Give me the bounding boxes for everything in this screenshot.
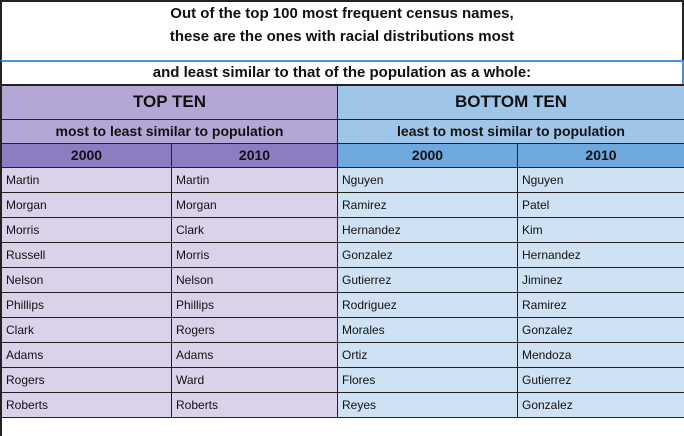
top-2010-name-cell[interactable]: Morris bbox=[172, 243, 338, 268]
top-2000-name-cell[interactable]: Roberts bbox=[2, 393, 172, 418]
top-2000-name-cell[interactable]: Russell bbox=[2, 243, 172, 268]
top-2000-name-cell[interactable]: Morris bbox=[2, 218, 172, 243]
top-2010-name-cell[interactable]: Adams bbox=[172, 343, 338, 368]
bottom-2000-header[interactable]: 2000 bbox=[338, 144, 518, 168]
title-line-1: Out of the top 100 most frequent census … bbox=[0, 0, 684, 25]
top-2010-name-cell[interactable]: Morgan bbox=[172, 193, 338, 218]
bottom-2010-name-cell[interactable]: Hernandez bbox=[518, 243, 684, 268]
top-2000-name-cell[interactable]: Clark bbox=[2, 318, 172, 343]
bottom-2000-name-cell[interactable]: Ramirez bbox=[338, 193, 518, 218]
bottom-2000-name-cell[interactable]: Reyes bbox=[338, 393, 518, 418]
bottom-2000-name-cell[interactable]: Nguyen bbox=[338, 168, 518, 193]
top-2000-name-cell[interactable]: Adams bbox=[2, 343, 172, 368]
bottom-2000-name-cell[interactable]: Flores bbox=[338, 368, 518, 393]
bottom-2010-name-cell[interactable]: Nguyen bbox=[518, 168, 684, 193]
top-2010-name-cell[interactable]: Ward bbox=[172, 368, 338, 393]
bottom-2010-name-cell[interactable]: Jiminez bbox=[518, 268, 684, 293]
bottom-2010-name-cell[interactable]: Mendoza bbox=[518, 343, 684, 368]
bottom-2000-name-cell[interactable]: Gonzalez bbox=[338, 243, 518, 268]
bottom-2000-name-cell[interactable]: Ortiz bbox=[338, 343, 518, 368]
title-line-3[interactable]: and least similar to that of the populat… bbox=[0, 60, 684, 84]
title-line-2: these are the ones with racial distribut… bbox=[0, 25, 684, 49]
bottom-2000-name-cell[interactable]: Morales bbox=[338, 318, 518, 343]
top-ten-subheading[interactable]: most to least similar to population bbox=[2, 120, 338, 144]
top-2010-name-cell[interactable]: Martin bbox=[172, 168, 338, 193]
top-2000-header[interactable]: 2000 bbox=[2, 144, 172, 168]
top-2000-name-cell[interactable]: Martin bbox=[2, 168, 172, 193]
top-2000-name-cell[interactable]: Rogers bbox=[2, 368, 172, 393]
top-2010-name-cell[interactable]: Clark bbox=[172, 218, 338, 243]
bottom-2000-name-cell[interactable]: Hernandez bbox=[338, 218, 518, 243]
top-2010-header[interactable]: 2010 bbox=[172, 144, 338, 168]
bottom-2000-name-cell[interactable]: Gutierrez bbox=[338, 268, 518, 293]
bottom-2010-name-cell[interactable]: Ramirez bbox=[518, 293, 684, 318]
top-2000-name-cell[interactable]: Morgan bbox=[2, 193, 172, 218]
top-2010-name-cell[interactable]: Roberts bbox=[172, 393, 338, 418]
bottom-2010-name-cell[interactable]: Patel bbox=[518, 193, 684, 218]
top-2000-name-cell[interactable]: Phillips bbox=[2, 293, 172, 318]
bottom-2010-name-cell[interactable]: Gonzalez bbox=[518, 318, 684, 343]
bottom-ten-subheading[interactable]: least to most similar to population bbox=[338, 120, 684, 144]
bottom-2010-name-cell[interactable]: Kim bbox=[518, 218, 684, 243]
top-2000-name-cell[interactable]: Nelson bbox=[2, 268, 172, 293]
top-2010-name-cell[interactable]: Nelson bbox=[172, 268, 338, 293]
names-table: TOP TEN BOTTOM TEN most to least similar… bbox=[0, 84, 684, 436]
top-2010-name-cell[interactable]: Rogers bbox=[172, 318, 338, 343]
top-ten-heading[interactable]: TOP TEN bbox=[2, 86, 338, 120]
bottom-2010-name-cell[interactable]: Gutierrez bbox=[518, 368, 684, 393]
title-spacer bbox=[0, 49, 684, 60]
top-2010-name-cell[interactable]: Phillips bbox=[172, 293, 338, 318]
bottom-2000-name-cell[interactable]: Rodriguez bbox=[338, 293, 518, 318]
bottom-2010-header[interactable]: 2010 bbox=[518, 144, 684, 168]
bottom-2010-name-cell[interactable]: Gonzalez bbox=[518, 393, 684, 418]
bottom-ten-heading[interactable]: BOTTOM TEN bbox=[338, 86, 684, 120]
